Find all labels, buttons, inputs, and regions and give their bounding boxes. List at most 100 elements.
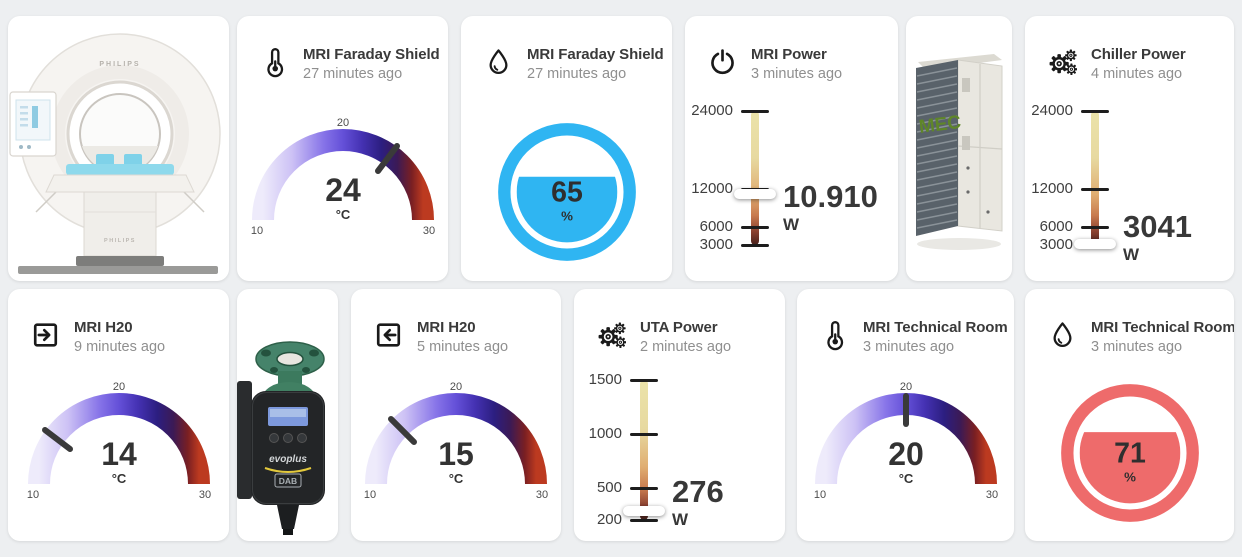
chiller-power-card[interactable]: Chiller Power 4 minutes ago 24000 12000 … xyxy=(1025,16,1234,281)
faraday-shield-temperature-card[interactable]: MRI Faraday Shield 27 minutes ago 10 20 … xyxy=(237,16,448,281)
gauge-indicator xyxy=(734,189,776,199)
tick-label: 200 xyxy=(596,511,622,528)
card-header: MRI Faraday Shield 27 minutes ago xyxy=(484,45,666,84)
pump-image: evoplus DAB xyxy=(237,341,325,535)
mri-brand-label-pedestal: PHILIPS xyxy=(104,238,136,244)
power-icon xyxy=(708,46,737,78)
tick-label: 12000 xyxy=(1031,180,1073,197)
card-header: Chiller Power 4 minutes ago xyxy=(1048,45,1228,84)
water-drop-icon xyxy=(1048,319,1077,351)
mri-scanner-image: PHILIPS PHILIPS xyxy=(9,33,221,274)
gauge-needle xyxy=(374,143,400,174)
power-gauge: 24000 12000 6000 3000 10.910 W xyxy=(685,16,898,281)
card-header: MRI Power 3 minutes ago xyxy=(708,45,892,84)
gauge-min-label: 10 xyxy=(813,489,825,501)
gauge-unit: °C xyxy=(449,471,464,486)
uta-power-card[interactable]: UTA Power 2 minutes ago 1500 1000 500 20… xyxy=(574,289,785,541)
gauge-value-block: 276 W xyxy=(672,475,724,530)
card-title: MRI H20 xyxy=(417,319,476,336)
gauge-unit: W xyxy=(1123,245,1140,264)
gauge-max-label: 30 xyxy=(536,489,548,501)
last-updated: 2 minutes ago xyxy=(640,339,732,355)
gauge-bar xyxy=(751,111,759,245)
gauge-mid-label: 20 xyxy=(336,117,348,129)
mri-power-card[interactable]: MRI Power 3 minutes ago 24000 12000 6000… xyxy=(685,16,898,281)
tick-mark xyxy=(1081,188,1109,191)
gauge-unit: W xyxy=(672,510,689,529)
temperature-gauge: 10 20 30 24 °C xyxy=(250,117,434,237)
gauge-mid-label: 20 xyxy=(450,381,462,393)
gauge-mid-label: 20 xyxy=(899,381,911,393)
tick-label: 3000 xyxy=(1039,236,1073,253)
card-header: MRI Technical Room 3 minutes ago xyxy=(820,318,1008,357)
gauge-value: 71 xyxy=(1114,438,1146,470)
gauge-value: 10.910 xyxy=(783,179,878,214)
gauge-value: 65 xyxy=(551,177,583,209)
mri-h2o-supply-card[interactable]: MRI H20 9 minutes ago 10 20 30 14 °C xyxy=(8,289,229,541)
gauge-max-label: 30 xyxy=(422,225,434,237)
pump-brand2-label: DAB xyxy=(279,476,297,486)
last-updated: 9 minutes ago xyxy=(74,339,166,355)
chiller-image: MEC xyxy=(916,54,1003,250)
temperature-gauge: 10 20 30 20 °C xyxy=(813,381,997,501)
mri-scanner-image-card: PHILIPS PHILIPS xyxy=(8,16,229,281)
tick-mark xyxy=(630,487,658,490)
card-title: MRI Faraday Shield xyxy=(303,46,440,63)
box-arrow-right-icon xyxy=(31,319,60,351)
gauge-needle xyxy=(41,427,73,452)
temperature-gauge: 10 20 30 14 °C xyxy=(26,381,210,501)
tick-mark xyxy=(741,244,769,247)
tick-label: 24000 xyxy=(1031,102,1073,119)
gauge-value: 20 xyxy=(888,436,924,472)
tick-label: 12000 xyxy=(691,180,733,197)
tick-mark xyxy=(741,226,769,229)
tick-mark xyxy=(630,433,658,436)
mri-h2o-return-card[interactable]: MRI H20 5 minutes ago 10 20 30 15 °C xyxy=(351,289,561,541)
chiller-image-card: MEC xyxy=(906,16,1012,281)
card-header: UTA Power 2 minutes ago xyxy=(597,318,779,357)
gauge-bar xyxy=(640,380,648,520)
gauge-needle xyxy=(388,416,417,445)
gauge-value-block: 3041 W xyxy=(1123,210,1192,265)
temperature-gauge: 10 20 30 15 °C xyxy=(364,381,548,501)
tick-mark xyxy=(741,110,769,113)
humidity-gauge: 71 % xyxy=(1060,384,1199,522)
tick-label: 3000 xyxy=(699,236,733,253)
gauge-value: 3041 xyxy=(1123,209,1192,244)
card-header: MRI H20 9 minutes ago xyxy=(31,318,223,357)
thermometer-icon xyxy=(820,319,849,351)
tick-mark xyxy=(630,519,658,522)
tick-label: 6000 xyxy=(1039,218,1073,235)
last-updated: 5 minutes ago xyxy=(417,339,509,355)
power-gauge: 24000 12000 6000 3000 3041 W xyxy=(1025,16,1234,281)
card-header: MRI Faraday Shield 27 minutes ago xyxy=(260,45,442,84)
gauge-min-label: 10 xyxy=(26,489,38,501)
card-title: MRI Power xyxy=(751,46,827,63)
last-updated: 3 minutes ago xyxy=(1091,339,1183,355)
tick-mark xyxy=(630,379,658,382)
power-gauge: 1500 1000 500 200 276 W xyxy=(574,289,785,541)
card-title: Chiller Power xyxy=(1091,46,1186,63)
faraday-shield-humidity-card[interactable]: MRI Faraday Shield 27 minutes ago 65 % xyxy=(461,16,672,281)
humidity-fill xyxy=(1079,432,1180,504)
gauge-mid-label: 20 xyxy=(112,381,124,393)
gauge-min-label: 10 xyxy=(250,225,262,237)
gauge-bar xyxy=(1091,111,1099,245)
technical-room-temperature-card[interactable]: MRI Technical Room 3 minutes ago 10 20 3… xyxy=(797,289,1014,541)
tick-label: 6000 xyxy=(699,218,733,235)
gauge-max-label: 30 xyxy=(198,489,210,501)
humidity-fill xyxy=(516,176,617,243)
water-drop-icon xyxy=(484,46,513,78)
thermometer-icon xyxy=(260,46,289,78)
last-updated: 27 minutes ago xyxy=(303,66,403,82)
tick-label: 1000 xyxy=(588,425,622,442)
card-header: MRI Technical Room 3 minutes ago xyxy=(1048,318,1234,357)
gauge-unit: °C xyxy=(898,471,913,486)
last-updated: 27 minutes ago xyxy=(527,66,627,82)
tick-label: 1500 xyxy=(588,371,622,388)
gauge-indicator xyxy=(623,506,665,516)
technical-room-humidity-card[interactable]: MRI Technical Room 3 minutes ago 71 % xyxy=(1025,289,1234,541)
card-title: MRI H20 xyxy=(74,319,133,336)
card-header: MRI H20 5 minutes ago xyxy=(374,318,555,357)
tick-mark xyxy=(1081,226,1109,229)
